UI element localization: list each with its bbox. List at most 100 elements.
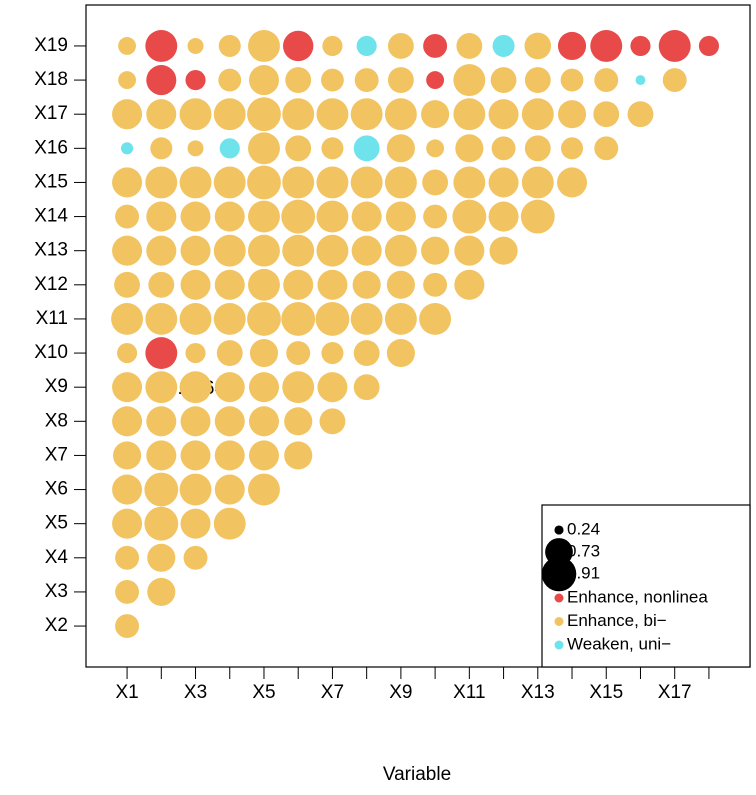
bubble [213, 302, 246, 335]
bubble [118, 37, 137, 55]
bubble [248, 406, 279, 437]
bubble [698, 35, 719, 57]
bubble [627, 101, 654, 128]
bubble [248, 132, 280, 165]
bubble [386, 134, 415, 163]
bubble [146, 406, 177, 437]
bubble [285, 67, 312, 93]
bubble [524, 135, 551, 162]
bubble [356, 35, 377, 57]
bubble [353, 374, 380, 401]
y-tick-label: X17 [34, 103, 68, 124]
x-tick-label: X3 [184, 682, 207, 703]
bubble [286, 341, 311, 366]
bubble [456, 33, 483, 59]
bubble [594, 68, 619, 93]
bubble [351, 235, 382, 266]
bubble [148, 271, 175, 298]
bubble [147, 543, 176, 572]
bubble [321, 68, 344, 92]
y-tick-label: X3 [45, 581, 68, 602]
bubble [453, 64, 486, 97]
bubble [112, 99, 143, 130]
bubble [423, 272, 448, 297]
bubble [183, 545, 208, 570]
y-tick-label: X13 [34, 240, 68, 261]
bubble [452, 199, 487, 234]
bubble [118, 71, 137, 90]
bubble [316, 200, 349, 233]
bubble [179, 302, 212, 335]
bubble [492, 34, 515, 57]
bubble [662, 68, 687, 93]
bubble [557, 167, 588, 198]
bubble [351, 201, 382, 232]
x-tick-label: X7 [321, 682, 344, 703]
bubble [248, 65, 279, 96]
bubble [281, 302, 316, 336]
bubble [283, 30, 314, 62]
bubble [282, 98, 315, 131]
legend-size-marker [541, 556, 577, 592]
legend-marker [554, 593, 564, 603]
bubble [557, 100, 587, 129]
y-tick-label: X4 [45, 547, 69, 568]
bubble [488, 99, 519, 130]
bubble [145, 302, 178, 335]
bubble [112, 235, 143, 266]
bubble [144, 472, 179, 507]
y-tick-label: X8 [45, 410, 68, 431]
bubble [281, 199, 316, 234]
bubble [524, 67, 551, 93]
bubble [180, 406, 211, 437]
bubble [491, 136, 516, 161]
bubble [180, 269, 211, 300]
bubble [180, 508, 211, 539]
bubble [219, 138, 240, 159]
legend-label: Weaken, uni− [567, 634, 671, 653]
bubble [384, 234, 417, 267]
bubble [112, 372, 143, 403]
bubble [490, 67, 517, 93]
legend-size-label: 0.91 [567, 563, 600, 582]
bubble [426, 139, 445, 158]
bubble [146, 65, 177, 96]
bubble [387, 33, 414, 59]
bubble [386, 339, 415, 368]
bubble [120, 142, 134, 155]
bubble [350, 302, 383, 335]
bubble [145, 337, 178, 370]
bubble [453, 166, 486, 199]
y-tick-label: X7 [45, 444, 68, 465]
bubble [145, 29, 178, 62]
bubble [111, 302, 144, 335]
bubble [248, 268, 280, 301]
bubble [520, 199, 555, 234]
legend-size-label: 0.73 [567, 541, 600, 560]
y-tick-label: X10 [34, 342, 68, 363]
bubble [560, 68, 584, 92]
bubble [180, 201, 211, 232]
bubble [185, 70, 206, 91]
bubble [112, 508, 143, 539]
x-tick-label: X17 [658, 682, 692, 703]
bubble [213, 507, 246, 540]
bubble [594, 136, 619, 161]
bubble [146, 99, 177, 130]
bubble [214, 372, 245, 403]
bubble [218, 34, 241, 57]
bubble [350, 166, 383, 199]
bubble [421, 100, 450, 129]
bubble [213, 234, 246, 267]
legend-size-marker [554, 525, 564, 535]
bubble [453, 98, 486, 131]
bubble [214, 406, 245, 437]
y-tick-label: X19 [34, 35, 68, 56]
bubble [454, 269, 485, 300]
x-tick-label: X11 [453, 682, 485, 703]
bubble [187, 140, 204, 157]
bubble [384, 166, 417, 199]
x-tick-label: X15 [589, 682, 623, 703]
bubble [185, 342, 206, 364]
bubble [247, 165, 281, 200]
